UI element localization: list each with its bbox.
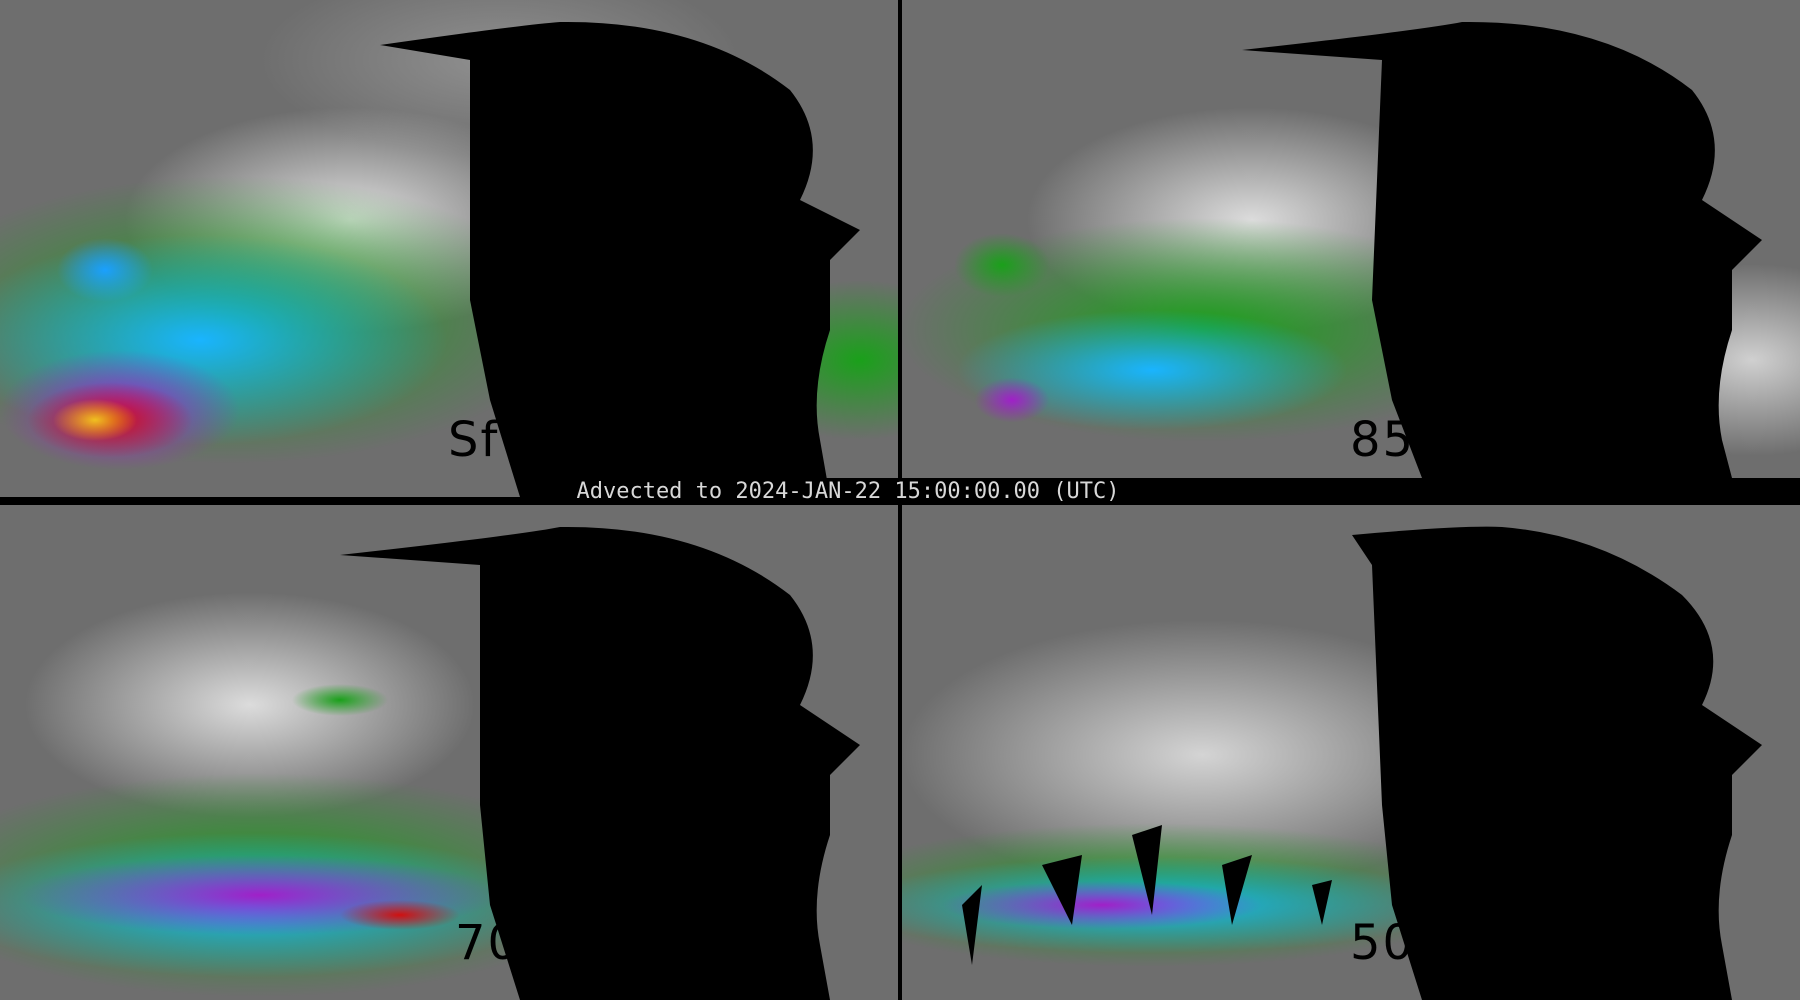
level-label: Sf [448, 412, 500, 468]
no-data-mask [340, 526, 860, 1000]
advection-time-title: Advected to 2024-JAN-22 15:00:00.00 (UTC… [568, 478, 1128, 505]
map-panel-surface: Sf [0, 0, 898, 497]
map-panel-700: 70 [0, 505, 898, 1000]
level-label: 85 [1350, 412, 1416, 468]
map-panel-500: 50 [902, 505, 1800, 1000]
level-label: 70 [455, 915, 521, 971]
no-data-mask [962, 526, 1762, 1000]
map-panel-850: 85 [902, 0, 1800, 478]
no-data-mask [1242, 21, 1762, 478]
level-label: 50 [1350, 915, 1416, 971]
no-data-mask [380, 21, 860, 497]
